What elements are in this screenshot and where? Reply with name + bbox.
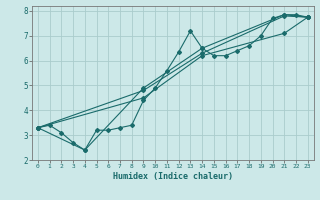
X-axis label: Humidex (Indice chaleur): Humidex (Indice chaleur)	[113, 172, 233, 181]
